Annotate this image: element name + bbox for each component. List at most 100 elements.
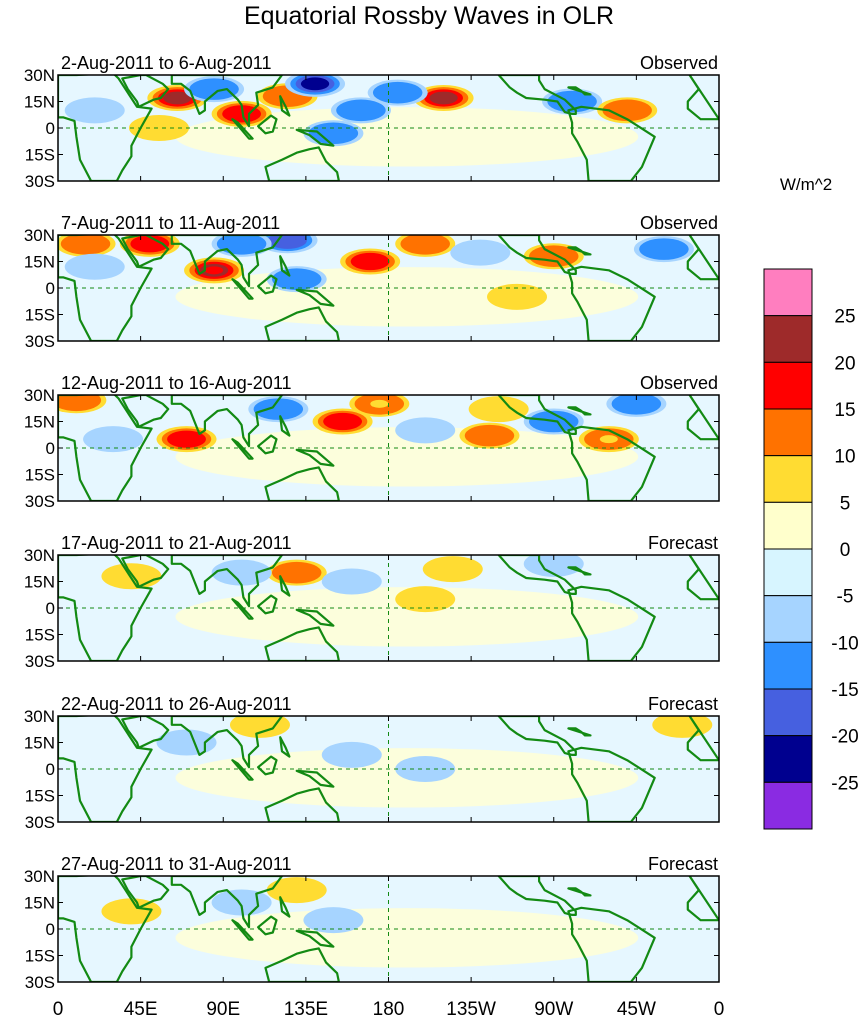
map-panel: 17-Aug-2011 to 21-Aug-2011 Forecast 30N 15N… [24,533,720,671]
coastline [279,415,291,437]
coastline [295,769,335,788]
anomaly-core [416,239,435,248]
anomaly-core [232,109,251,118]
lat-tick-label: 30N [24,867,55,886]
panel-date-label: 7-Aug-2011 to 11-Aug-2011 [61,213,280,233]
coastline [121,235,170,268]
units-label: W/m^2 [780,175,832,194]
anomaly-core [627,399,646,408]
colorbar-label: -15 [831,680,858,701]
coastline [686,235,719,281]
anomaly-core [287,275,306,284]
lat-tick-label: 30S [25,332,55,351]
anomaly-core [489,405,508,414]
panel-group: 2-Aug-2011 to 6-Aug-2011 Observed30N15N01… [24,53,720,992]
colorbar-label: 5 [840,493,851,514]
anomaly-core [673,720,692,729]
map-panel: 27-Aug-2011 to 31-Aug-2011 Forecast 30N 15N… [24,854,720,992]
lat-tick-label: 15N [24,413,55,432]
colorbar-label: 15 [834,400,855,421]
coastline [497,876,577,917]
anomaly-core [85,106,104,115]
coastline [257,434,278,455]
lat-tick-label: 15N [24,894,55,913]
anomaly-core [76,239,95,248]
colorbar-swatch [763,735,813,783]
colorbar-swatch [763,548,813,597]
coastline [58,235,153,341]
anomaly-core [149,124,168,132]
panel-status-label: Observed [640,53,718,73]
colorbar-swatch [763,361,813,410]
coastline [170,395,284,448]
lat-tick-label: 15N [24,93,55,112]
coastline [567,746,656,822]
lat-tick-label: 30S [25,172,55,191]
anomaly-band [175,587,639,647]
map-panel: 2-Aug-2011 to 6-Aug-2011 Observed 30N 15N 0 1… [24,53,720,191]
lat-tick-label: 15S [25,466,55,485]
anomaly-core [177,738,196,747]
lat-tick-label: 0 [46,439,55,458]
coastline [264,947,340,982]
colorbar-label: -5 [837,587,854,608]
colorbar-swatch [763,641,813,690]
panel-date-label: 27-Aug-2011 to 31-Aug-2011 [61,854,292,874]
coastline [231,598,254,620]
coastline [567,566,592,576]
anomaly-band [175,107,639,167]
lon-tick-label: 45E [124,999,158,1020]
coastline [567,265,656,341]
anomaly-core [416,595,435,604]
coastline [257,915,278,936]
coastline [279,255,291,277]
map-panel: 22-Aug-2011 to 26-Aug-2011 Forecast 30N 15N… [24,694,720,832]
anomaly-core [324,916,343,925]
lon-tick-label: 0 [53,999,64,1020]
colorbar-swatch [763,781,813,830]
lon-tick-label: 180 [373,999,405,1020]
lat-tick-label: 15S [25,146,55,165]
coastline [264,306,340,341]
anomaly-core [416,765,435,773]
anomaly-core [342,750,361,759]
coastline [58,876,153,982]
coastline [170,235,284,288]
lat-tick-label: 30N [24,546,55,565]
panel-status-label: Forecast [648,854,718,874]
coastline [567,246,592,256]
coastline [121,75,170,108]
coastline [231,919,254,941]
coastline [257,755,278,776]
lat-tick-label: 30N [24,386,55,405]
anomaly-core [351,106,370,115]
lon-tick-label: 90W [534,999,573,1020]
colorbar-swatch [763,595,813,643]
coastline [231,118,254,140]
anomaly-core [104,435,123,444]
colorbar-swatch [763,455,813,503]
map-panel: 7-Aug-2011 to 11-Aug-2011 Observed 30N 15N 0… [24,213,720,351]
coastline [497,395,577,435]
coastline [686,555,719,601]
coastline [295,929,335,948]
coastline [257,594,278,615]
anomaly-band [175,267,639,327]
colorbar-swatch [763,688,813,737]
lat-tick-label: 15S [25,306,55,325]
anomaly-band [175,427,639,487]
anomaly-core [324,129,343,138]
coastline [567,86,592,96]
panel-date-label: 12-Aug-2011 to 16-Aug-2011 [61,373,292,393]
anomaly-core [480,431,499,440]
coastline [295,128,335,147]
anomaly-core [205,85,224,94]
lon-tick-label: 0 [714,999,725,1020]
lon-tick-label: 135W [446,999,496,1020]
lat-tick-label: 30S [25,973,55,992]
lon-tick-label: 90E [206,999,240,1020]
lat-tick-label: 15N [24,734,55,753]
coastline [567,727,592,737]
coastline [567,406,592,416]
